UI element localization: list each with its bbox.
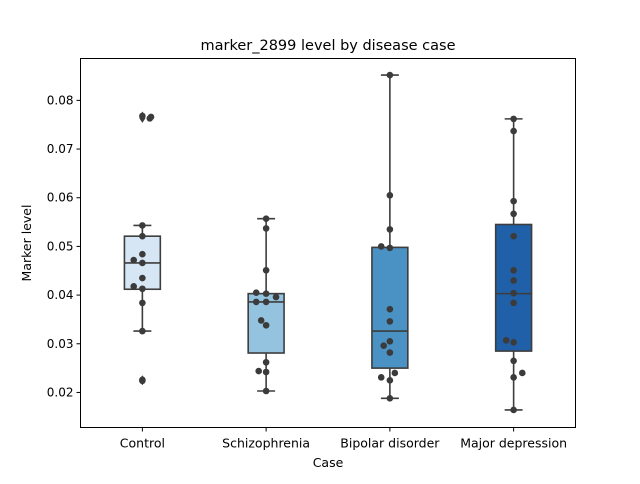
data-point bbox=[518, 369, 526, 377]
data-point bbox=[252, 298, 260, 306]
data-point bbox=[391, 369, 399, 377]
x-axis-label: Case bbox=[313, 455, 344, 470]
data-point bbox=[262, 225, 270, 232]
data-point bbox=[386, 394, 394, 402]
data-point bbox=[510, 232, 517, 240]
data-point bbox=[510, 210, 517, 218]
data-point bbox=[510, 115, 517, 123]
data-point bbox=[139, 222, 146, 229]
x-tick-label: Bipolar disorder bbox=[340, 436, 440, 451]
y-tick-label: 0.05 bbox=[47, 239, 74, 253]
data-point bbox=[510, 339, 517, 346]
data-point bbox=[386, 71, 394, 79]
data-point bbox=[377, 243, 385, 250]
data-point bbox=[510, 374, 517, 381]
x-tick-label: Schizophrenia bbox=[222, 436, 310, 451]
data-point bbox=[139, 259, 146, 267]
y-tick-label: 0.03 bbox=[47, 337, 74, 351]
plot-area bbox=[123, 71, 533, 414]
data-point bbox=[386, 338, 394, 345]
data-point bbox=[139, 274, 146, 282]
data-point bbox=[139, 232, 146, 240]
y-tick-label: 0.08 bbox=[47, 93, 74, 107]
data-point bbox=[262, 290, 270, 297]
data-point bbox=[386, 349, 394, 356]
data-point bbox=[262, 215, 270, 222]
data-point bbox=[139, 285, 146, 293]
data-point bbox=[272, 293, 280, 301]
data-point bbox=[510, 357, 517, 365]
data-point bbox=[262, 321, 270, 329]
y-axis-label: Marker level bbox=[19, 205, 34, 282]
data-point bbox=[252, 289, 260, 296]
data-point bbox=[139, 327, 146, 335]
chart-title: marker_2899 level by disease case bbox=[201, 38, 456, 54]
data-point bbox=[510, 266, 517, 274]
data-point bbox=[257, 317, 265, 324]
y-tick-label: 0.02 bbox=[47, 385, 74, 399]
data-point bbox=[510, 277, 517, 284]
y-axis: 0.02 0.03 0.04 0.05 0.06 0.07 0.08 bbox=[47, 93, 81, 399]
data-point bbox=[130, 256, 138, 264]
data-point bbox=[510, 406, 517, 414]
y-tick-label: 0.06 bbox=[47, 191, 74, 205]
data-point bbox=[377, 374, 385, 381]
box-iqr bbox=[494, 223, 533, 352]
data-point bbox=[262, 387, 270, 395]
x-tick-label: Major depression bbox=[460, 436, 567, 451]
data-point bbox=[262, 266, 270, 274]
data-point bbox=[262, 298, 270, 306]
data-point bbox=[130, 283, 138, 290]
data-point bbox=[386, 191, 394, 199]
x-axis: Control Schizophrenia Bipolar disorder Majo… bbox=[120, 427, 567, 451]
data-point bbox=[139, 250, 146, 258]
data-point bbox=[255, 367, 262, 375]
data-point bbox=[386, 318, 394, 325]
y-tick-label: 0.07 bbox=[47, 142, 74, 156]
data-point bbox=[139, 377, 146, 385]
data-point bbox=[386, 226, 394, 233]
data-point bbox=[262, 368, 270, 376]
data-point bbox=[510, 197, 517, 205]
data-point bbox=[386, 244, 394, 252]
data-point bbox=[262, 358, 270, 366]
y-tick-label: 0.04 bbox=[47, 288, 74, 302]
data-point bbox=[502, 337, 510, 344]
data-point bbox=[146, 115, 154, 122]
data-point bbox=[139, 112, 146, 120]
data-point bbox=[386, 376, 394, 384]
data-point bbox=[510, 289, 517, 297]
data-point bbox=[386, 305, 394, 313]
x-tick-label: Control bbox=[120, 436, 165, 451]
data-point bbox=[139, 299, 146, 307]
plot-frame bbox=[80, 58, 576, 428]
data-point bbox=[510, 299, 517, 307]
data-point bbox=[380, 342, 387, 350]
data-point bbox=[510, 127, 517, 135]
